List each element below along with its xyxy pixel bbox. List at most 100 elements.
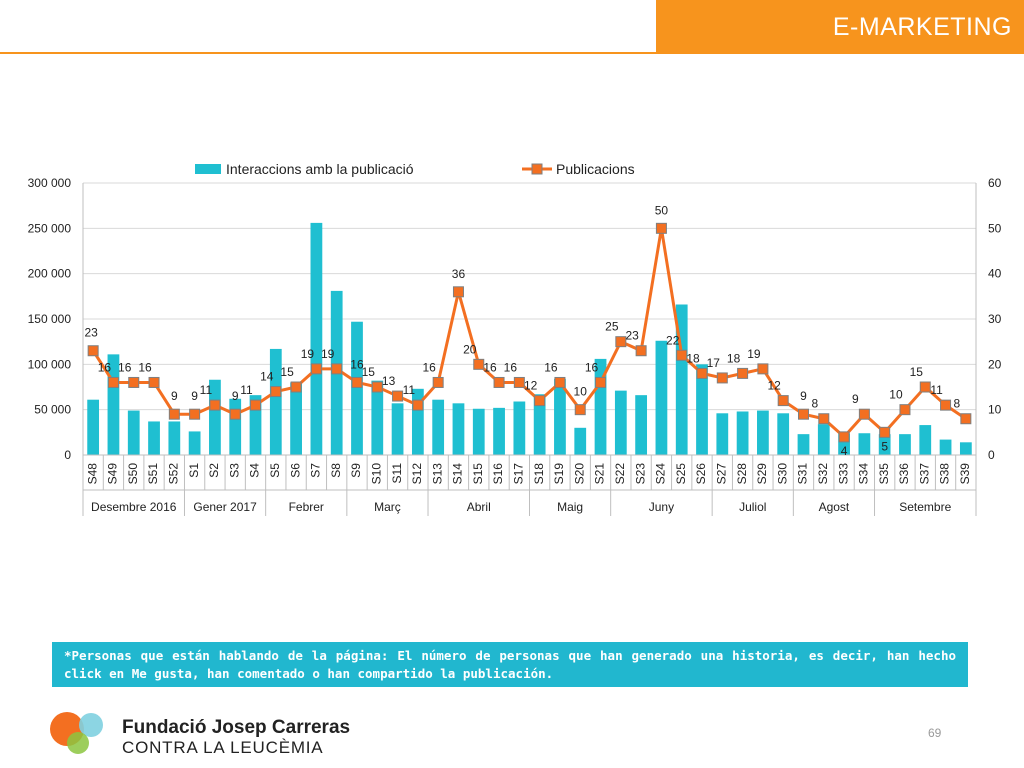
bar bbox=[432, 399, 445, 455]
bar bbox=[371, 380, 384, 455]
line-data-label: 36 bbox=[452, 267, 466, 281]
y-left-tick-label: 150 000 bbox=[28, 312, 72, 326]
bar bbox=[148, 421, 160, 455]
legend-line-marker bbox=[531, 163, 543, 175]
publicacions-marker bbox=[432, 376, 444, 388]
bar bbox=[513, 401, 526, 455]
publicacions-marker bbox=[351, 376, 363, 388]
x-tick-label: S23 bbox=[633, 463, 647, 485]
y-left-tick-label: 250 000 bbox=[28, 221, 72, 235]
bar bbox=[716, 413, 729, 455]
bar bbox=[655, 340, 668, 455]
bar bbox=[168, 421, 181, 455]
y-left-tick-label: 100 000 bbox=[28, 357, 72, 371]
line-data-label: 8 bbox=[811, 397, 818, 411]
x-tick-label: S37 bbox=[917, 463, 931, 485]
x-tick-label: S15 bbox=[471, 463, 485, 485]
x-tick-label: S12 bbox=[410, 463, 424, 485]
bar bbox=[310, 222, 323, 455]
bar bbox=[574, 427, 587, 455]
x-tick-label: S19 bbox=[552, 463, 566, 485]
line-data-label: 9 bbox=[232, 389, 239, 403]
x-tick-label: S34 bbox=[857, 463, 871, 485]
publicacions-marker bbox=[513, 376, 525, 388]
x-tick-label: S10 bbox=[369, 463, 383, 485]
line-data-label: 18 bbox=[686, 351, 700, 365]
y-right-tick-label: 0 bbox=[988, 448, 995, 462]
legend-bar-swatch bbox=[195, 164, 221, 174]
publicacions-marker bbox=[858, 408, 870, 420]
month-label: Març bbox=[374, 500, 401, 514]
bar bbox=[696, 364, 708, 455]
publicacions-marker bbox=[229, 408, 241, 420]
publicacions-marker bbox=[635, 345, 647, 357]
publicacions-marker bbox=[371, 381, 383, 393]
x-tick-label: S4 bbox=[248, 463, 262, 478]
publicacions-marker bbox=[757, 363, 769, 375]
x-tick-label: S18 bbox=[532, 463, 546, 485]
month-label: Abril bbox=[467, 500, 491, 514]
line-data-label: 50 bbox=[655, 203, 669, 217]
line-data-label: 15 bbox=[910, 365, 924, 379]
x-tick-label: S26 bbox=[694, 463, 708, 485]
page-number: 69 bbox=[928, 726, 942, 740]
bar bbox=[452, 403, 465, 455]
line-data-label: 18 bbox=[727, 351, 741, 365]
publicacions-marker bbox=[737, 367, 749, 379]
publicacions-marker bbox=[797, 408, 809, 420]
y-right-tick-label: 40 bbox=[988, 267, 1002, 281]
publicacions-marker bbox=[534, 395, 546, 407]
footnote-box: *Personas que están hablando de la págin… bbox=[52, 642, 968, 687]
x-tick-label: S28 bbox=[735, 463, 749, 485]
x-tick-label: S50 bbox=[126, 463, 140, 485]
combo-chart: 0 50 000 100 000 150 000 200 000 250 000 300 0… bbox=[28, 161, 1002, 516]
line-data-label: 16 bbox=[138, 360, 152, 374]
month-label: Desembre 2016 bbox=[91, 500, 177, 514]
publicacions-marker bbox=[655, 222, 667, 234]
x-tick-label: S5 bbox=[268, 463, 282, 478]
line-data-label: 11 bbox=[240, 383, 253, 397]
bar bbox=[107, 354, 120, 455]
bar bbox=[736, 411, 749, 455]
line-data-label: 11 bbox=[200, 383, 213, 397]
publicacions-marker bbox=[168, 408, 180, 420]
x-tick-label: S11 bbox=[390, 463, 404, 484]
line-data-label: 16 bbox=[422, 360, 436, 374]
publicacions-line bbox=[91, 226, 967, 439]
bar bbox=[899, 434, 911, 455]
bar bbox=[777, 413, 790, 455]
x-tick-label: S21 bbox=[593, 463, 607, 485]
footnote-text: *Personas que están hablando de la págin… bbox=[64, 648, 956, 681]
publicacions-marker bbox=[899, 404, 911, 416]
publicacions-marker bbox=[574, 404, 586, 416]
bar bbox=[939, 439, 952, 455]
bar bbox=[472, 408, 485, 455]
x-tick-label: S9 bbox=[349, 463, 363, 478]
x-tick-label: S48 bbox=[85, 463, 99, 485]
x-tick-label: S17 bbox=[512, 463, 526, 485]
publicacions-marker bbox=[270, 386, 282, 398]
logo-green-circle bbox=[67, 732, 89, 754]
line-data-label: 16 bbox=[118, 360, 132, 374]
publicacions-marker bbox=[818, 413, 830, 425]
month-label: Gener 2017 bbox=[193, 500, 257, 514]
line-data-label: 22 bbox=[666, 333, 680, 347]
line-data-label: 16 bbox=[483, 360, 497, 374]
bar bbox=[351, 321, 363, 455]
bar bbox=[959, 442, 972, 455]
bar bbox=[797, 434, 810, 455]
x-tick-label: S14 bbox=[451, 463, 465, 485]
line-data-label: 4 bbox=[841, 444, 848, 458]
org-name: Fundació Josep Carreras bbox=[122, 717, 351, 738]
x-tick-label: S31 bbox=[796, 463, 810, 485]
header-rule bbox=[0, 52, 656, 54]
x-tick-label: S16 bbox=[491, 463, 505, 485]
bar bbox=[838, 433, 850, 455]
y-right-tick-label: 30 bbox=[988, 312, 1002, 326]
y-left-tick-label: 200 000 bbox=[28, 267, 72, 281]
publicacions-marker bbox=[940, 399, 952, 411]
bar bbox=[858, 433, 871, 455]
x-tick-label: S51 bbox=[146, 463, 160, 485]
month-label: Agost bbox=[819, 500, 850, 514]
bar bbox=[533, 394, 546, 455]
